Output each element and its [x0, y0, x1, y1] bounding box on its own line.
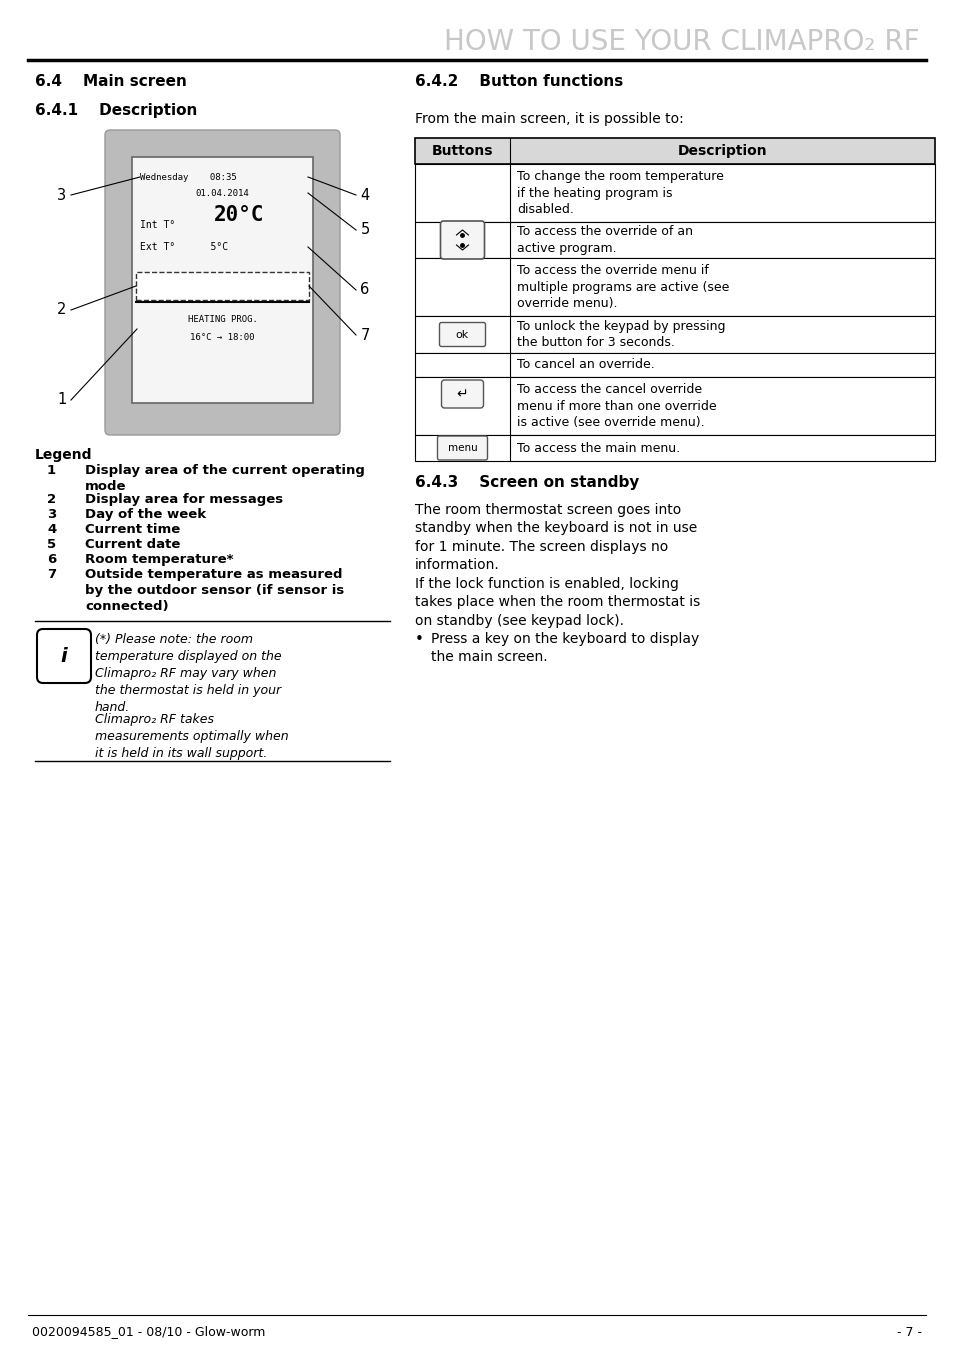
Text: 6.4.3    Screen on standby: 6.4.3 Screen on standby: [415, 475, 639, 490]
Text: To cancel an override.: To cancel an override.: [517, 359, 654, 371]
Text: Display area for messages: Display area for messages: [85, 493, 283, 506]
Text: (*) Please note: the room
temperature displayed on the
Climapro₂ RF may vary whe: (*) Please note: the room temperature di…: [95, 634, 281, 714]
Text: 7: 7: [360, 328, 370, 343]
Bar: [415, 435, 934, 460]
Text: 20°C: 20°C: [213, 204, 264, 225]
Text: To access the cancel override
menu if more than one override
is active (see over: To access the cancel override menu if mo…: [517, 383, 716, 429]
Text: 5: 5: [47, 538, 56, 551]
Bar: [415, 376, 934, 435]
Text: Current date: Current date: [85, 538, 180, 551]
Bar: [415, 222, 934, 259]
Text: Current time: Current time: [85, 523, 180, 536]
Text: 6: 6: [47, 552, 56, 566]
Text: 6.4.1    Description: 6.4.1 Description: [35, 103, 197, 118]
FancyBboxPatch shape: [439, 322, 485, 347]
Bar: [136, 272, 309, 301]
Text: 5: 5: [360, 222, 369, 237]
Text: 3: 3: [47, 508, 56, 521]
Text: 2: 2: [47, 493, 56, 506]
Text: 6.4.2    Button functions: 6.4.2 Button functions: [415, 74, 622, 89]
Bar: [415, 138, 934, 164]
FancyBboxPatch shape: [105, 130, 339, 435]
Text: The room thermostat screen goes into
standby when the keyboard is not in use
for: The room thermostat screen goes into sta…: [415, 502, 697, 573]
Text: 4: 4: [47, 523, 56, 536]
Text: ↵: ↵: [456, 387, 468, 401]
Text: 2: 2: [57, 302, 67, 317]
Bar: [415, 353, 934, 376]
Text: 3: 3: [57, 187, 67, 203]
Text: If the lock function is enabled, locking
takes place when the room thermostat is: If the lock function is enabled, locking…: [415, 577, 700, 628]
Text: Room temperature*: Room temperature*: [85, 552, 233, 566]
Text: menu: menu: [447, 443, 476, 454]
Text: Climapro₂ RF takes
measurements optimally when
it is held in its wall support.: Climapro₂ RF takes measurements optimall…: [95, 714, 289, 760]
FancyBboxPatch shape: [37, 630, 91, 682]
Text: HEATING PROG.: HEATING PROG.: [188, 315, 257, 325]
FancyBboxPatch shape: [440, 221, 484, 259]
Bar: [415, 138, 934, 164]
Text: Day of the week: Day of the week: [85, 508, 206, 521]
Text: ok: ok: [456, 329, 469, 340]
Text: i: i: [61, 646, 68, 666]
Text: To unlock the keypad by pressing
the button for 3 seconds.: To unlock the keypad by pressing the but…: [517, 320, 724, 349]
Text: Ext T°      5°C: Ext T° 5°C: [140, 242, 228, 252]
Text: To access the main menu.: To access the main menu.: [517, 441, 679, 455]
Bar: [415, 164, 934, 222]
Text: Wednesday    08:35: Wednesday 08:35: [140, 172, 236, 181]
Text: Buttons: Buttons: [432, 144, 493, 158]
Text: 6.4    Main screen: 6.4 Main screen: [35, 74, 187, 89]
Text: Press a key on the keyboard to display
the main screen.: Press a key on the keyboard to display t…: [431, 632, 699, 665]
Text: 7: 7: [47, 567, 56, 581]
Text: 16°C → 18:00: 16°C → 18:00: [190, 333, 254, 341]
Text: 0020094585_01 - 08/10 - Glow-worm: 0020094585_01 - 08/10 - Glow-worm: [32, 1326, 265, 1339]
Text: 01.04.2014: 01.04.2014: [195, 188, 249, 198]
Text: From the main screen, it is possible to:: From the main screen, it is possible to:: [415, 112, 683, 126]
Bar: [415, 259, 934, 315]
Text: HOW TO USE YOUR CLIMAPRO₂ RF: HOW TO USE YOUR CLIMAPRO₂ RF: [444, 28, 919, 56]
Text: Outside temperature as measured
by the outdoor sensor (if sensor is
connected): Outside temperature as measured by the o…: [85, 567, 344, 613]
Text: To access the override of an
active program.: To access the override of an active prog…: [517, 225, 692, 255]
FancyBboxPatch shape: [441, 380, 483, 408]
Text: 1: 1: [47, 464, 56, 477]
Text: 1: 1: [57, 393, 67, 408]
Text: 4: 4: [360, 187, 369, 203]
Text: •: •: [415, 632, 423, 647]
FancyBboxPatch shape: [437, 436, 487, 460]
Text: 6: 6: [360, 283, 369, 298]
Text: Int T°: Int T°: [140, 219, 175, 230]
Text: To access the override menu if
multiple programs are active (see
override menu).: To access the override menu if multiple …: [517, 264, 729, 310]
Text: - 7 -: - 7 -: [896, 1326, 921, 1339]
Text: Display area of the current operating
mode: Display area of the current operating mo…: [85, 464, 364, 493]
Text: To change the room temperature
if the heating program is
disabled.: To change the room temperature if the he…: [517, 171, 723, 217]
Bar: [132, 157, 313, 403]
Text: Legend: Legend: [35, 448, 92, 462]
Text: Description: Description: [677, 144, 766, 158]
Bar: [415, 315, 934, 353]
